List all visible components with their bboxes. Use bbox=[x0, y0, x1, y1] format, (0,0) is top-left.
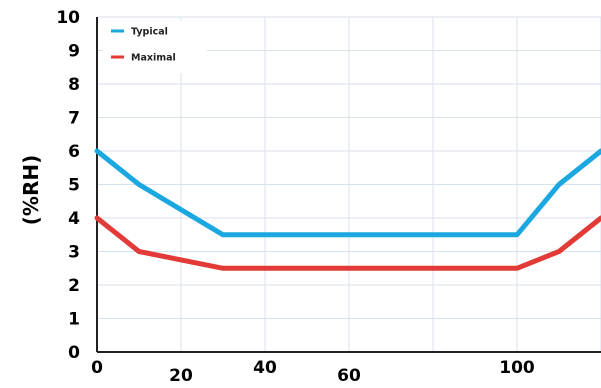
series-line-typical bbox=[94, 148, 601, 238]
y-tick-label: 5 bbox=[68, 176, 80, 196]
x-tick-label: 20 bbox=[169, 366, 193, 386]
axes bbox=[96, 17, 601, 353]
x-tick-label: 40 bbox=[253, 358, 277, 378]
y-tick-label: 1 bbox=[68, 310, 80, 330]
y-tick-label: 6 bbox=[68, 142, 80, 162]
y-tick-label: 8 bbox=[68, 75, 80, 95]
legend: Typical Maximal bbox=[103, 21, 207, 73]
y-tick-labels: 0 1 2 3 4 5 6 7 8 9 10 bbox=[56, 8, 80, 363]
y-axis-label: (%RH) bbox=[19, 155, 43, 225]
y-tick-label: 10 bbox=[56, 8, 80, 28]
legend-label: Maximal bbox=[131, 53, 176, 64]
y-tick-label: 0 bbox=[68, 343, 80, 363]
x-tick-label: 100 bbox=[499, 358, 535, 378]
series-line-maximal bbox=[94, 215, 601, 271]
y-tick-label: 7 bbox=[68, 109, 80, 129]
x-tick-label: 60 bbox=[337, 366, 361, 386]
legend-label: Typical bbox=[131, 27, 168, 38]
series-lines bbox=[94, 148, 601, 271]
y-tick-label: 3 bbox=[68, 243, 80, 263]
x-tick-label: 0 bbox=[91, 358, 103, 378]
y-tick-label: 9 bbox=[68, 42, 80, 62]
x-tick-labels: 0 20 40 60 100 bbox=[91, 358, 535, 386]
y-tick-label: 4 bbox=[68, 209, 80, 229]
y-tick-label: 2 bbox=[68, 276, 80, 296]
